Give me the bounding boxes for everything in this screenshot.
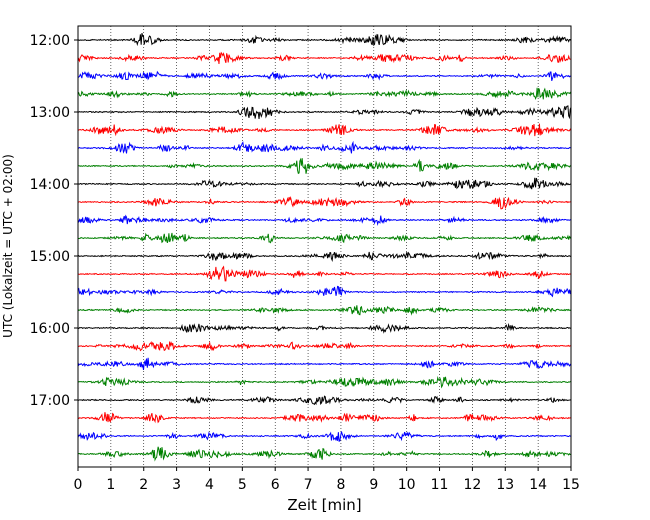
trace-1400 [77, 177, 572, 190]
x-axis-label: Zeit [min] [287, 496, 361, 514]
y-tick-label-15:00: 15:00 [30, 249, 70, 265]
x-tick-label-6: 6 [271, 477, 280, 493]
y-tick-label-12:00: 12:00 [30, 33, 70, 49]
trace-1730 [77, 431, 572, 443]
y-tick-label-14:00: 14:00 [30, 177, 70, 193]
x-tick-label-14: 14 [529, 477, 547, 493]
trace-1445 [77, 232, 572, 244]
trace-1530 [77, 285, 572, 298]
y-tick-label-17:00: 17:00 [30, 393, 70, 409]
x-tick-label-12: 12 [463, 477, 481, 493]
trace-1415 [77, 196, 572, 210]
trace-1545 [77, 305, 572, 316]
trace-1715 [77, 412, 572, 424]
y-tick-label-13:00: 13:00 [30, 105, 70, 121]
trace-1745 [77, 446, 572, 462]
y-tick-label-16:00: 16:00 [30, 321, 70, 337]
x-tick-label-15: 15 [562, 477, 580, 493]
trace-1700 [77, 395, 572, 406]
y-axis-ticks: 12:00 13:00 14:00 15:00 16:00 17:00 [30, 33, 78, 409]
trace-1430 [77, 214, 572, 226]
x-tick-label-8: 8 [336, 477, 345, 493]
trace-1645 [77, 375, 572, 389]
x-tick-label-2: 2 [139, 477, 148, 493]
seismogram-traces [77, 33, 572, 462]
x-tick-label-13: 13 [496, 477, 514, 493]
trace-1215 [77, 51, 572, 65]
x-tick-label-7: 7 [304, 477, 313, 493]
x-tick-label-10: 10 [398, 477, 416, 493]
x-tick-label-4: 4 [205, 477, 214, 493]
trace-1630 [77, 357, 572, 371]
x-tick-label-0: 0 [74, 477, 83, 493]
trace-1515 [77, 265, 572, 282]
trace-1500 [77, 251, 572, 262]
x-tick-label-1: 1 [106, 477, 115, 493]
y-axis-label: UTC (Lokalzeit = UTC + 02:00) [1, 154, 15, 338]
trace-1230 [77, 70, 572, 82]
trace-1200 [77, 33, 572, 47]
plot-frame [77, 25, 572, 468]
trace-1245 [77, 87, 572, 101]
x-tick-label-11: 11 [431, 477, 449, 493]
trace-1615 [77, 340, 572, 352]
x-tick-label-5: 5 [238, 477, 247, 493]
trace-1345 [77, 157, 572, 175]
x-tick-label-3: 3 [172, 477, 181, 493]
trace-1300 [77, 105, 572, 120]
trace-1600 [77, 322, 572, 334]
x-tick-label-9: 9 [369, 477, 378, 493]
trace-1315 [77, 123, 572, 137]
trace-1330 [77, 140, 572, 154]
x-axis-ticks: 0 1 2 3 4 5 6 7 8 9 10 11 12 13 14 15 [74, 467, 580, 493]
plot-background [78, 26, 571, 467]
